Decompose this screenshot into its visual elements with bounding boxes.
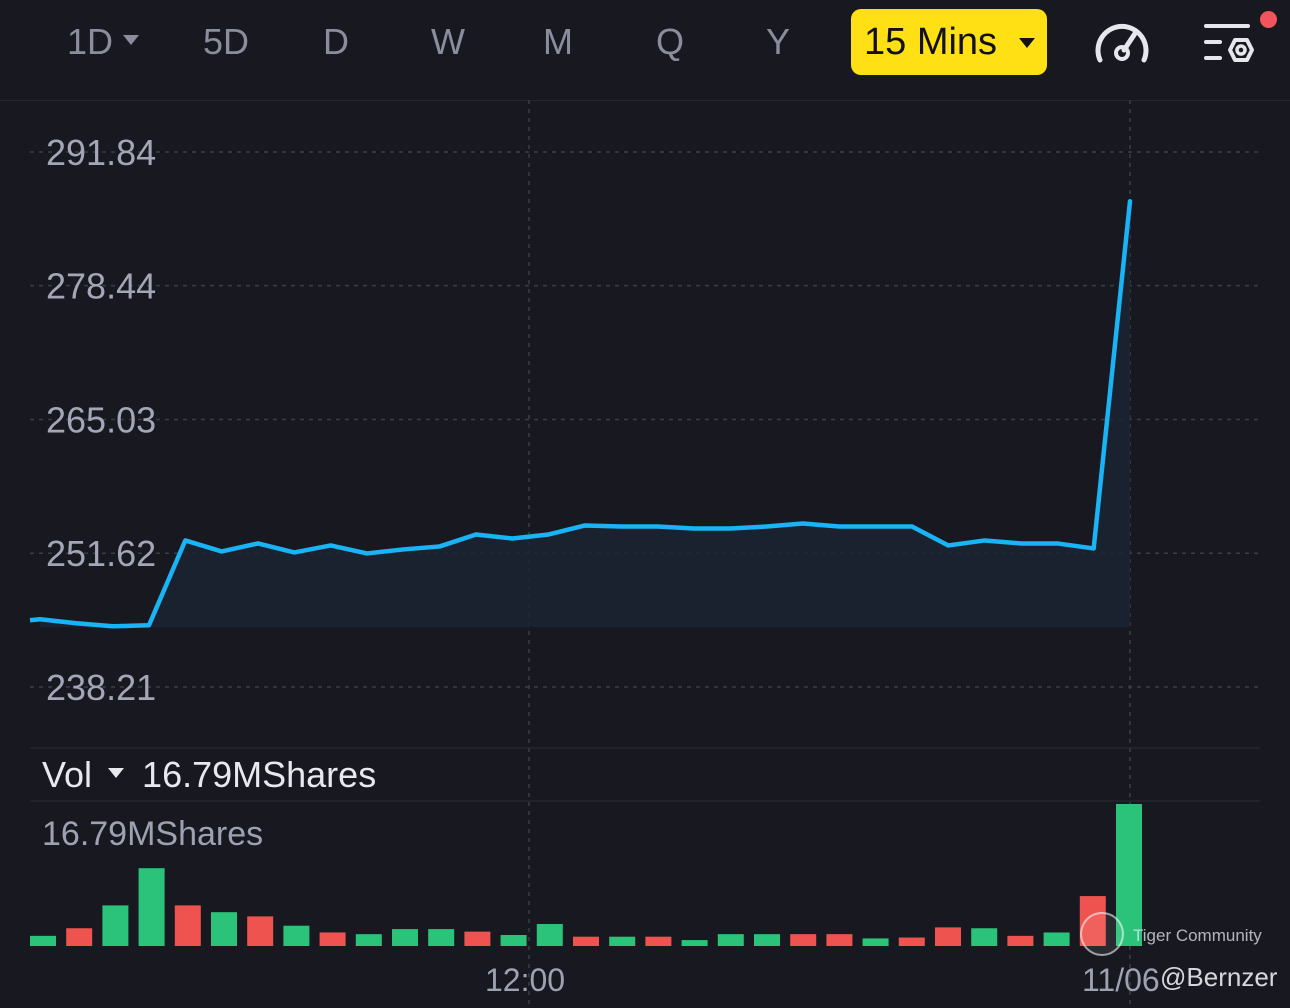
chart-settings-icon[interactable] bbox=[1202, 18, 1258, 70]
chevron-down-icon bbox=[1019, 38, 1035, 48]
volume-bar bbox=[862, 938, 889, 946]
volume-indicator-header[interactable]: Vol 16.79MShares bbox=[42, 755, 376, 795]
volume-bar bbox=[102, 905, 129, 946]
watermark-handle: @Bernzer bbox=[1160, 962, 1278, 992]
volume-bar bbox=[645, 936, 672, 946]
volume-bar bbox=[609, 936, 636, 946]
volume-bar bbox=[536, 924, 563, 946]
volume-current-value: 16.79MShares bbox=[142, 754, 377, 795]
speedometer-icon[interactable] bbox=[1092, 20, 1152, 68]
watermark: Tiger Community bbox=[1080, 912, 1285, 958]
tab-yearly[interactable]: Y bbox=[765, 21, 790, 62]
volume-bar bbox=[211, 912, 237, 946]
volume-bar bbox=[392, 929, 418, 946]
volume-bar bbox=[428, 929, 455, 946]
price-area-fill bbox=[40, 201, 1130, 628]
price-volume-chart: 291.84 278.44 265.03 251.62 238.21 bbox=[29, 100, 1260, 1008]
volume-bar bbox=[971, 928, 998, 946]
tab-1d[interactable]: 1D bbox=[58, 18, 148, 66]
y-tick-label: 265.03 bbox=[46, 399, 156, 440]
volume-bar bbox=[1043, 932, 1070, 946]
volume-axis-max: 16.79MShares bbox=[42, 815, 264, 853]
tab-5d[interactable]: 5D bbox=[202, 21, 250, 62]
tab-daily[interactable]: D bbox=[323, 21, 349, 62]
volume-bar bbox=[754, 934, 780, 946]
volume-bar bbox=[138, 868, 165, 946]
tab-weekly[interactable]: W bbox=[431, 21, 465, 62]
price-series-lead bbox=[29, 617, 41, 623]
y-tick-label: 291.84 bbox=[46, 132, 156, 173]
interval-toolbar: 1D 5D D W M Q Y 15 Mins bbox=[0, 0, 1290, 101]
volume-bar bbox=[66, 928, 93, 946]
price-line bbox=[29, 199, 1133, 629]
volume-bar bbox=[898, 937, 925, 946]
volume-bar bbox=[681, 940, 708, 946]
notification-dot bbox=[1260, 11, 1277, 28]
chevron-down-icon bbox=[108, 768, 125, 779]
volume-label: Vol bbox=[42, 754, 93, 795]
volume-bars bbox=[30, 804, 1142, 946]
volume-bar bbox=[355, 934, 382, 946]
tab-1d-label: 1D bbox=[66, 21, 114, 62]
y-tick-label: 251.62 bbox=[46, 533, 156, 574]
volume-bar bbox=[573, 936, 599, 946]
volume-bar bbox=[1007, 935, 1034, 946]
volume-bar bbox=[500, 935, 527, 946]
volume-bar bbox=[283, 925, 310, 946]
volume-bar bbox=[174, 905, 201, 946]
volume-bar bbox=[30, 935, 56, 946]
tab-monthly[interactable]: M bbox=[543, 21, 573, 62]
y-tick-label: 278.44 bbox=[46, 266, 156, 307]
price-area bbox=[40, 201, 1130, 628]
interval-dropdown-button[interactable]: 15 Mins bbox=[851, 9, 1047, 75]
interval-label: 15 Mins bbox=[864, 21, 998, 63]
volume-bar bbox=[247, 916, 274, 946]
watermark-brand: Tiger Community bbox=[1133, 926, 1262, 945]
x-axis-label-date: 11/06 bbox=[1082, 962, 1160, 998]
volume-bar bbox=[935, 927, 961, 946]
y-tick-label: 238.21 bbox=[46, 667, 156, 708]
volume-bar bbox=[319, 932, 346, 946]
volume-bar bbox=[826, 934, 853, 946]
price-series-line bbox=[37, 199, 1133, 629]
x-axis-label-1200: 12:00 bbox=[485, 962, 566, 998]
y-axis-ticks: 291.84 278.44 265.03 251.62 238.21 bbox=[46, 132, 156, 708]
volume-bar bbox=[790, 934, 817, 946]
volume-bar bbox=[717, 934, 744, 946]
tiger-logo-icon bbox=[1080, 912, 1124, 956]
volume-bar bbox=[464, 931, 491, 946]
tab-quarterly[interactable]: Q bbox=[655, 21, 684, 62]
chevron-down-icon bbox=[123, 35, 140, 46]
